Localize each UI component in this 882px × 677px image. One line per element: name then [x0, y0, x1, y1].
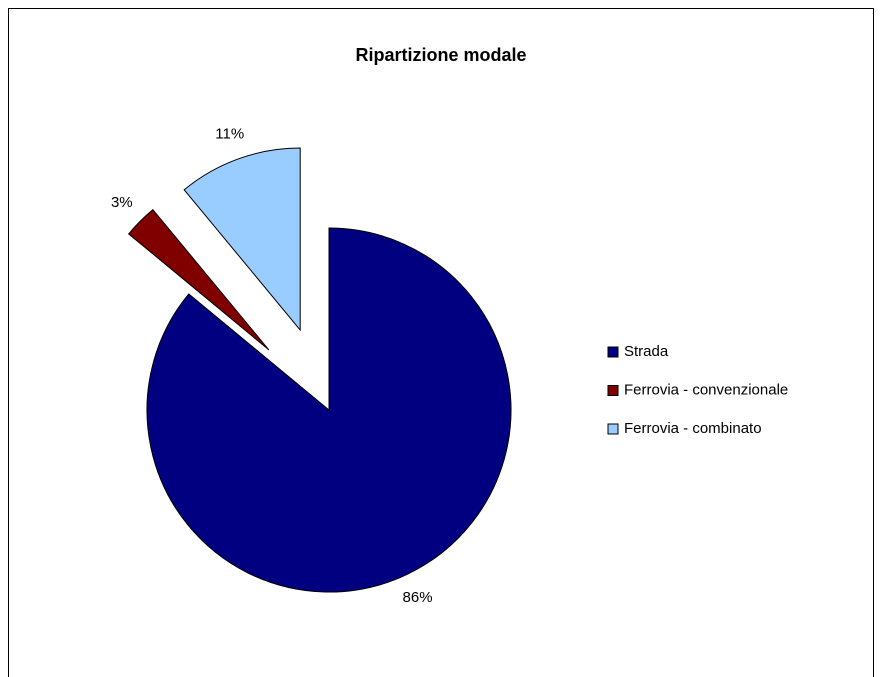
pie-slice — [183, 147, 301, 332]
legend-label: Ferrovia - convenzionale — [624, 381, 788, 398]
pie-slice — [146, 227, 512, 593]
legend-label: Ferrovia - combinato — [624, 420, 762, 437]
legend-label: Strada — [624, 343, 669, 360]
pie-slice — [127, 208, 270, 351]
legend-swatch — [607, 385, 619, 396]
data-label: 11% — [215, 125, 244, 142]
legend-swatch — [607, 423, 619, 435]
legend-swatch — [607, 346, 619, 358]
chart-title: Ripartizione modale — [355, 45, 526, 65]
data-label: 3% — [111, 194, 133, 211]
data-label: 86% — [403, 589, 433, 606]
